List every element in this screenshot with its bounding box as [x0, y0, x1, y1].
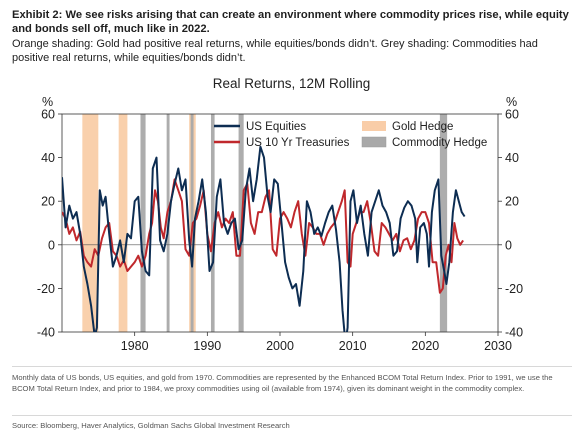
x-tick-label-0: 1980 [121, 339, 149, 353]
exhibit-subheadline: Orange shading: Gold had positive real r… [12, 38, 538, 64]
y-tick-label-left-5: 60 [41, 108, 55, 122]
y-tick-label-left-2: 0 [48, 238, 55, 252]
y-tick-label-left-0: -40 [37, 326, 55, 340]
y-tick-label-right-2: 0 [505, 238, 512, 252]
commodity-hedge-band-0 [140, 114, 146, 332]
x-tick-label-1: 1990 [193, 339, 221, 353]
commodity-hedge-band-3 [210, 114, 215, 332]
y-tick-label-right-5: 60 [505, 108, 519, 122]
legend-label-us-equities: US Equities [246, 121, 306, 133]
y-tick-label-right-3: 20 [505, 195, 519, 209]
source-note: Source: Bloomberg, Haver Analytics, Gold… [12, 421, 290, 430]
legend-swatch-commodity-hedge [361, 136, 387, 148]
x-tick-label-2: 2000 [266, 339, 294, 353]
legend-label-commodity-hedge: Commodity Hedge [392, 137, 487, 149]
legend-label-gold-hedge: Gold Hedge [392, 121, 453, 133]
exhibit-header: Exhibit 2: We see risks arising that can… [12, 8, 572, 65]
legend-swatch-gold-hedge [362, 121, 386, 131]
us-equities-line [62, 145, 466, 332]
x-tick-label-5: 2030 [484, 339, 512, 353]
y-tick-label-left-4: 40 [41, 151, 55, 165]
y-unit-left: % [42, 95, 53, 109]
y-tick-label-right-1: -20 [505, 282, 523, 296]
footnote: Monthly data of US bonds, US equities, a… [12, 373, 553, 393]
us-10yr-treasuries-line [62, 178, 464, 294]
x-tick-label-3: 2010 [339, 339, 367, 353]
chart-title: Real Returns, 12M Rolling [212, 76, 371, 91]
y-tick-label-left-3: 20 [41, 195, 55, 209]
commodity-hedge-band-5 [439, 114, 448, 332]
legend-label-us-10yr-treasuries: US 10 Yr Treasuries [246, 137, 350, 149]
footnote-divider [12, 366, 572, 367]
source-divider [12, 415, 572, 416]
gold-hedge-band-1 [118, 114, 128, 332]
y-tick-label-left-1: -20 [37, 282, 55, 296]
y-unit-right: % [506, 95, 517, 109]
x-tick-label-4: 2020 [411, 339, 439, 353]
exhibit-headline: Exhibit 2: We see risks arising that can… [12, 9, 569, 35]
y-tick-label-right-0: -40 [505, 326, 523, 340]
y-tick-label-right-4: 40 [505, 151, 519, 165]
